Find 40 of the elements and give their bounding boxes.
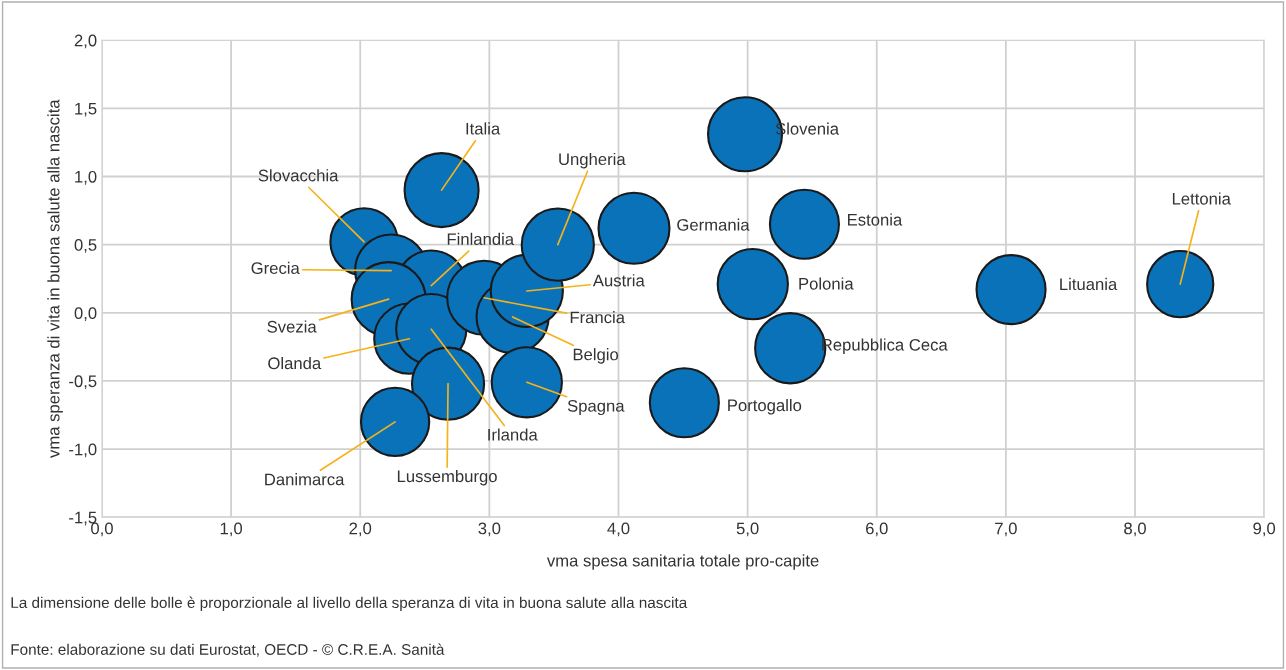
annotation: Lettonia bbox=[1172, 192, 1231, 205]
x-tick-label: 6,0 bbox=[866, 522, 888, 537]
x-tick-label: 2,0 bbox=[349, 522, 372, 537]
x-tick-label: 4,0 bbox=[607, 522, 630, 537]
annotation: Francia bbox=[570, 311, 625, 324]
y-tick-label: 0,0 bbox=[74, 307, 97, 321]
annotation: Lituania bbox=[1060, 277, 1118, 291]
annotation: Ungheria bbox=[559, 152, 626, 169]
annotation: Irlanda bbox=[488, 428, 538, 441]
y-tick-label: 0,5 bbox=[74, 239, 97, 253]
annotation: Italia bbox=[466, 122, 501, 135]
y-tick-label: 2,0 bbox=[74, 34, 97, 49]
x-tick-label: 9,0 bbox=[1253, 522, 1276, 537]
x-tick-label: 1,0 bbox=[220, 522, 243, 537]
y-tick-label: 1,5 bbox=[75, 102, 97, 117]
annotation: Slovacchia bbox=[258, 169, 339, 182]
x-tick-label: 3,0 bbox=[478, 522, 501, 537]
x-tick-label: 8,0 bbox=[1124, 522, 1146, 537]
y-tick-label: 1,0 bbox=[75, 170, 97, 185]
annotation: Portogallo bbox=[728, 398, 802, 415]
annotation: Finlandia bbox=[447, 232, 515, 246]
x-tick-label: 5,0 bbox=[736, 522, 759, 537]
annotation: Polonia bbox=[799, 277, 854, 290]
x-tick-label: 7,0 bbox=[995, 522, 1017, 537]
y-axis-title: vma speranza di vita in buona salute alla nascita bbox=[47, 99, 63, 458]
text: La dimensione delle bolle è proporzionale al livello della speranza di vita in buona salute alla nascita bbox=[11, 596, 688, 612]
x-axis-title: vma spesa sanitaria totale pro-capite bbox=[546, 554, 819, 570]
annotation: Germania bbox=[677, 218, 750, 231]
source-note: Fonte: elaborazione su dati Eurostat, OECD - © C.R.E.A. Sanità bbox=[11, 643, 445, 657]
annotation: Lussemburgo bbox=[397, 469, 497, 486]
annotation: Spagna bbox=[567, 399, 625, 416]
y-tick-label: -0,5 bbox=[69, 375, 97, 390]
annotation: Estonia bbox=[848, 213, 903, 226]
annotation: Danimarca bbox=[265, 473, 345, 486]
annotation: Belgio bbox=[573, 348, 619, 364]
annotation: Grecia bbox=[251, 261, 300, 275]
y-tick-label: -1,0 bbox=[69, 443, 97, 458]
annotation: Olanda bbox=[268, 356, 322, 370]
annotation: Svezia bbox=[267, 320, 317, 333]
annotation: Austria bbox=[592, 274, 645, 287]
